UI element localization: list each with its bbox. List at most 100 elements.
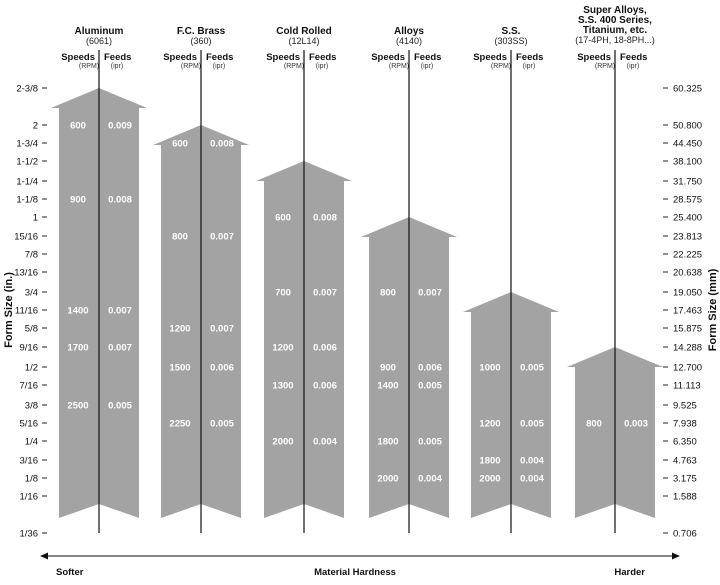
- left-tick-label: 1-1/4: [16, 177, 38, 188]
- feeds-header: Feeds: [206, 52, 233, 63]
- speed-value: 1200: [169, 324, 190, 335]
- left-tick-label: 1/8: [25, 474, 38, 485]
- material-name: Aluminum: [75, 26, 124, 37]
- right-tick-label: 7.938: [673, 419, 697, 430]
- feed-value: 0.005: [520, 419, 544, 430]
- speed-value: 1800: [479, 456, 500, 467]
- material-name: Super Alloys,: [583, 5, 647, 16]
- speeds-unit: (RPM): [79, 63, 99, 70]
- right-tick-label: 19.050: [673, 288, 702, 299]
- speed-value: 1300: [272, 381, 293, 392]
- right-tick-label: 28.575: [673, 195, 702, 206]
- right-tick-label: 23.813: [673, 232, 702, 243]
- feeds-header: Feeds: [620, 52, 647, 63]
- feed-value: 0.007: [210, 232, 234, 243]
- left-tick-label: 1-1/8: [16, 195, 38, 206]
- speed-value: 700: [275, 288, 291, 299]
- feeds-header: Feeds: [104, 52, 131, 63]
- material-subtitle: (303SS): [494, 36, 527, 46]
- material-name: Cold Rolled: [276, 26, 332, 37]
- speeds-unit: (RPM): [181, 63, 201, 70]
- speed-value: 800: [380, 288, 396, 299]
- material-subtitle: (360): [190, 36, 211, 46]
- feed-value: 0.004: [418, 474, 442, 485]
- right-tick-label: 50.800: [673, 121, 702, 132]
- feed-value: 0.008: [313, 213, 337, 224]
- speeds-header: Speeds: [266, 52, 300, 63]
- material-subtitle: (4140): [396, 36, 422, 46]
- feed-value: 0.007: [108, 306, 132, 317]
- speed-value: 1800: [377, 437, 398, 448]
- right-tick-label: 44.450: [673, 139, 702, 150]
- material-subtitle: (17-4PH, 18-8PH...): [575, 35, 655, 45]
- feed-value: 0.006: [210, 363, 234, 374]
- right-tick-label: 22.225: [673, 250, 702, 261]
- feed-value: 0.008: [210, 139, 234, 150]
- feed-value: 0.004: [520, 456, 544, 467]
- feeds-unit: (ipr): [316, 63, 328, 70]
- left-tick-label: 2: [33, 121, 38, 132]
- right-axis-title: Form Size (mm): [707, 268, 719, 351]
- speed-value: 1700: [67, 343, 88, 354]
- speed-value: 600: [275, 213, 291, 224]
- feed-value: 0.004: [313, 437, 337, 448]
- speed-value: 1200: [479, 419, 500, 430]
- speeds-unit: (RPM): [389, 63, 409, 70]
- speed-value: 2000: [272, 437, 293, 448]
- feeds-unit: (ipr): [627, 63, 639, 70]
- speed-value: 900: [380, 363, 396, 374]
- feed-value: 0.003: [624, 419, 648, 430]
- axis-left-arrowhead: [40, 552, 48, 560]
- material-name: F.C. Brass: [177, 26, 226, 37]
- right-tick-label: 38.100: [673, 157, 702, 168]
- speeds-header: Speeds: [163, 52, 197, 63]
- right-tick-label: 14.288: [673, 343, 702, 354]
- left-tick-label: 1/16: [20, 492, 39, 503]
- right-tick-label: 4.763: [673, 456, 697, 467]
- axis-right-arrowhead: [672, 552, 680, 560]
- speed-value: 1400: [67, 306, 88, 317]
- left-tick-label: 1-3/4: [16, 139, 38, 150]
- speeds-unit: (RPM): [595, 63, 615, 70]
- speed-value: 600: [172, 139, 188, 150]
- softer-label: Softer: [56, 567, 84, 578]
- speed-value: 1500: [169, 363, 190, 374]
- material-subtitle: (12L14): [288, 36, 319, 46]
- speed-value: 1000: [479, 363, 500, 374]
- left-tick-label: 1: [33, 213, 38, 224]
- right-tick-label: 60.325: [673, 84, 702, 95]
- speed-value: 1200: [272, 343, 293, 354]
- left-tick-label: 13/16: [14, 268, 38, 279]
- left-tick-label: 7/8: [25, 250, 38, 261]
- feed-value: 0.005: [108, 401, 132, 412]
- speeds-header: Speeds: [473, 52, 507, 63]
- feed-value: 0.005: [418, 437, 442, 448]
- feeds-unit: (ipr): [111, 63, 123, 70]
- left-tick-label: 15/16: [14, 232, 38, 243]
- left-tick-label: 1-1/2: [16, 157, 38, 168]
- material-name: Titanium, etc.: [583, 25, 647, 36]
- right-tick-label: 17.463: [673, 306, 702, 317]
- speed-value: 800: [172, 232, 188, 243]
- right-tick-label: 3.175: [673, 474, 697, 485]
- speed-value: 2500: [67, 401, 88, 412]
- left-tick-label: 1/2: [25, 363, 38, 374]
- left-tick-label: 5/16: [20, 419, 39, 430]
- right-tick-label: 0.706: [673, 529, 697, 540]
- feed-value: 0.007: [108, 343, 132, 354]
- speeds-header: Speeds: [61, 52, 95, 63]
- feed-value: 0.007: [313, 288, 337, 299]
- material-subtitle: (6061): [86, 36, 112, 46]
- feeds-header: Feeds: [414, 52, 441, 63]
- material-hardness-label: Material Hardness: [314, 567, 396, 578]
- left-tick-label: 1/4: [25, 437, 38, 448]
- left-tick-label: 7/16: [20, 381, 39, 392]
- feeds-unit: (ipr): [523, 63, 535, 70]
- feeds-unit: (ipr): [213, 63, 225, 70]
- feed-value: 0.006: [418, 363, 442, 374]
- left-tick-label: 5/8: [25, 324, 38, 335]
- left-tick-label: 3/8: [25, 401, 38, 412]
- right-tick-label: 12.700: [673, 363, 702, 374]
- material-name: S.S. 400 Series,: [578, 15, 652, 26]
